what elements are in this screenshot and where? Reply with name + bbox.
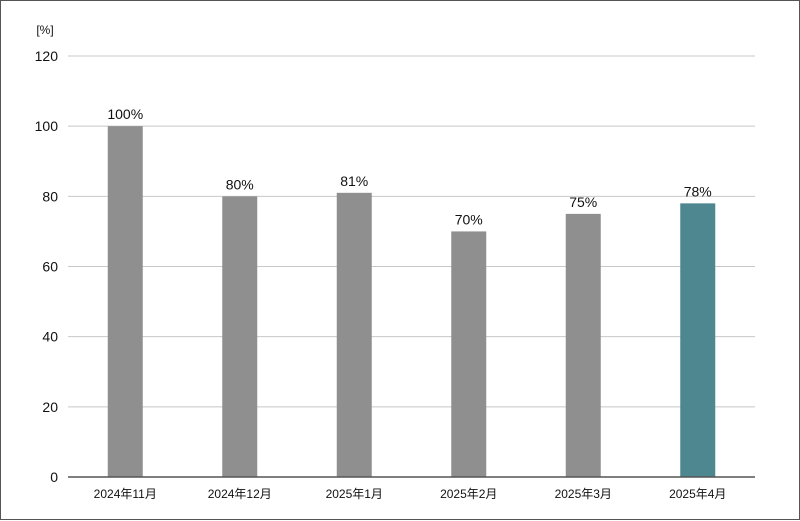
x-axis-labels: 2024年11月 2024年12月 2025年1月 2025年2月 2025年3月 202… (94, 487, 727, 501)
x-tick-label: 2025年3月 (555, 487, 612, 501)
bar (222, 196, 258, 478)
x-tick-label: 2025年1月 (326, 487, 383, 501)
gridlines (68, 55, 755, 408)
data-label: 100% (107, 106, 143, 122)
x-tick-label: 2024年12月 (208, 487, 272, 501)
data-label: 75% (569, 194, 597, 210)
bar (565, 213, 601, 477)
data-label: 81% (340, 173, 368, 189)
data-labels: 100% 80% 81% 70% 75% 78% (107, 106, 711, 227)
x-tick-label: 2025年4月 (669, 487, 726, 501)
bar (680, 203, 716, 477)
bar (336, 192, 372, 477)
y-tick-label: 40 (42, 329, 58, 345)
data-label: 70% (455, 211, 483, 227)
bar (451, 231, 487, 477)
y-tick-label: 120 (35, 48, 59, 64)
x-tick-label: 2025年2月 (440, 487, 497, 501)
y-tick-label: 0 (50, 469, 58, 485)
y-tick-label: 100 (35, 118, 59, 134)
data-label: 78% (684, 183, 712, 199)
y-tick-label: 60 (42, 259, 58, 275)
y-axis-unit-label: [%] (36, 23, 53, 37)
y-tick-label: 80 (42, 188, 58, 204)
y-tick-label: 20 (42, 399, 58, 415)
data-label: 80% (226, 176, 254, 192)
x-tick-label: 2024年11月 (94, 487, 157, 501)
y-axis-ticks: 0 20 40 60 80 100 120 (35, 48, 59, 485)
bars (107, 126, 716, 478)
bar (107, 126, 143, 478)
